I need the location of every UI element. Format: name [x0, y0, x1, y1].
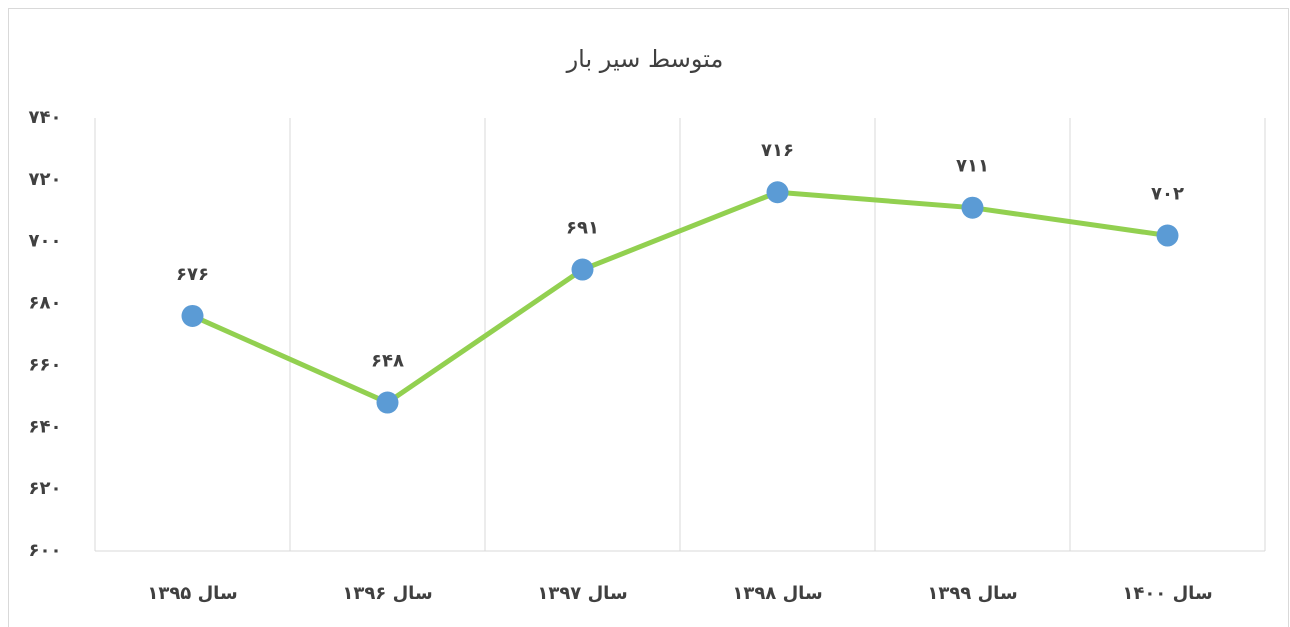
y-tick-label: ۶۰۰ [29, 540, 62, 561]
x-tick-label: سال ۱۳۹۶ [342, 583, 432, 604]
data-label: ۶۷۶ [176, 264, 209, 285]
data-label: ۷۰۲ [1151, 184, 1184, 205]
marker [376, 391, 399, 414]
x-tick-label: سال ۱۳۹۵ [147, 583, 237, 604]
y-tick-label: ۷۰۰ [29, 231, 62, 252]
y-tick-label: ۶۸۰ [29, 293, 62, 314]
line [191, 189, 1168, 406]
data-label: ۷۱۶ [761, 140, 794, 161]
chart-frame [8, 8, 1289, 627]
y-tick-label: ۷۴۰ [29, 107, 62, 128]
x-tick-label: سال ۱۴۰۰ [1122, 583, 1212, 604]
x-tick-label: سال ۱۳۹۸ [732, 583, 822, 604]
y-tick-label: ۶۲۰ [29, 478, 62, 499]
marker [181, 304, 204, 327]
marker [1156, 224, 1179, 247]
y-tick-label: ۶۴۰ [29, 416, 62, 437]
x-tick-label: سال ۱۳۹۷ [537, 583, 627, 604]
marker [961, 196, 984, 219]
data-label: ۶۴۸ [371, 351, 404, 372]
marker [766, 181, 789, 204]
x-tick-label: سال ۱۳۹۹ [927, 583, 1017, 604]
marker [571, 258, 594, 281]
data-label: ۷۱۱ [956, 156, 989, 177]
y-tick-label: ۶۶۰ [29, 354, 62, 375]
data-label: ۶۹۱ [566, 218, 599, 239]
chart-title: متوسط سیر بار [566, 45, 724, 73]
y-tick-label: ۷۲۰ [29, 169, 62, 190]
